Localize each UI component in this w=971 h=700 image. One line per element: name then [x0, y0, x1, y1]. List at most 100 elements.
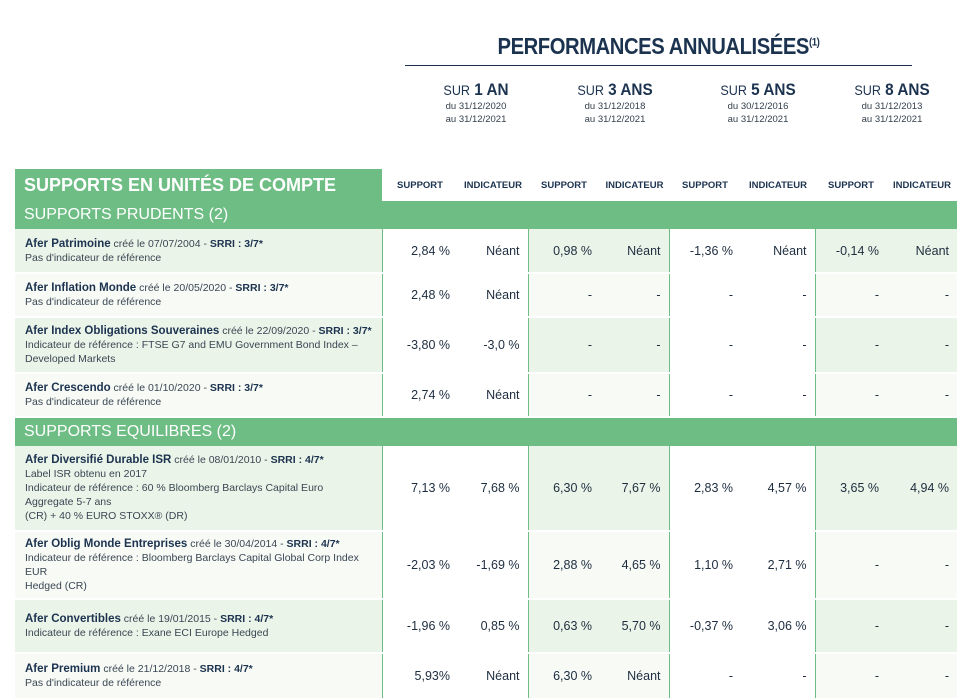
period-3: SUR 8 ANS du 31/12/2013 au 31/12/2021: [822, 80, 962, 126]
value-cell: 0,63 %: [527, 599, 600, 654]
period-from: du 31/12/2013: [861, 101, 923, 112]
value-cell: -: [600, 273, 669, 318]
value-cell: -: [814, 373, 887, 418]
value-cell: Néant: [458, 373, 528, 418]
value-cell: Néant: [458, 273, 528, 318]
period-to: au 31/12/2021: [861, 114, 923, 125]
value-cell: -: [600, 373, 669, 418]
value-cell: 5,70 %: [600, 599, 669, 654]
value-cell: 7,67 %: [600, 446, 669, 532]
col-indicateur-5: INDICATEUR: [741, 169, 815, 201]
value-cell: -: [887, 531, 957, 600]
fund-description: Afer Premium créé le 21/12/2018 - SRRI :…: [15, 653, 382, 700]
value-cell: -: [741, 653, 815, 700]
fund-detail: Indicateur de référence : Exane ECI Euro…: [25, 627, 269, 639]
value-cell: -: [814, 599, 887, 654]
value-cell: 6,30 %: [527, 446, 600, 532]
fund-name: Afer Premium: [25, 663, 101, 675]
col-indicateur-1: INDICATEUR: [458, 169, 528, 201]
col-support-1: SUPPORT: [382, 169, 458, 201]
table-row: Afer Inflation Monde créé le 20/05/2020 …: [15, 273, 957, 318]
value-cell: 2,83 %: [668, 446, 741, 532]
table-row: Afer Oblig Monde Entreprises créé le 30/…: [15, 531, 957, 600]
col-support-3: SUPPORT: [528, 169, 600, 201]
table-title: SUPPORTS EN UNITÉS DE COMPTE: [15, 169, 382, 201]
value-cell: -: [741, 273, 815, 318]
period-from: du 31/12/2018: [584, 101, 646, 112]
fund-srri: SRRI : 3/7*: [209, 382, 263, 394]
value-cell: Néant: [458, 653, 528, 700]
period-2: SUR 5 ANS du 30/12/2016 au 31/12/2021: [688, 80, 828, 126]
fund-name: Afer Index Obligations Souveraines: [25, 325, 220, 337]
col-support-5: SUPPORT: [669, 169, 741, 201]
value-cell: -: [668, 273, 741, 318]
value-cell: -1,96 %: [381, 599, 458, 654]
value-cell: -: [668, 373, 741, 418]
value-cell: 4,94 %: [887, 446, 957, 532]
value-cell: 6,30 %: [527, 653, 600, 700]
value-cell: -1,36 %: [668, 229, 741, 274]
title-note: (1): [808, 36, 820, 49]
value-cell: Néant: [600, 653, 669, 700]
fund-srri: SRRI : 3/7*: [318, 325, 372, 337]
period-prefix: SUR: [854, 82, 881, 98]
fund-srri: SRRI : 3/7*: [235, 282, 289, 294]
value-cell: 0,98 %: [527, 229, 600, 274]
fund-created: créé le 30/04/2014 -: [187, 538, 287, 550]
period-from: du 30/12/2016: [727, 101, 789, 112]
value-cell: 3,06 %: [741, 599, 815, 654]
value-cell: -3,0 %: [458, 317, 528, 374]
value-cell: -: [814, 531, 887, 600]
section-title: SUPPORTS EQUILIBRES (2): [15, 417, 957, 446]
period-to: au 31/12/2021: [445, 114, 507, 125]
value-cell: 2,48 %: [381, 273, 458, 318]
value-cell: -: [741, 317, 815, 374]
value-cell: -3,80 %: [381, 317, 458, 374]
value-cell: -: [814, 273, 887, 318]
value-cell: 2,74 %: [381, 373, 458, 418]
period-duration: 3 ANS: [608, 80, 653, 99]
table-row: Afer Premium créé le 21/12/2018 - SRRI :…: [15, 653, 957, 700]
fund-description: Afer Crescendo créé le 01/10/2020 - SRRI…: [15, 373, 382, 418]
fund-created: créé le 08/01/2010 -: [171, 454, 271, 466]
value-cell: -2,03 %: [381, 531, 458, 600]
fund-detail: Pas d'indicateur de référence: [25, 677, 162, 689]
col-indicateur-3: INDICATEUR: [600, 169, 669, 201]
table-row: Afer Patrimoine créé le 07/07/2004 - SRR…: [15, 229, 957, 274]
period-heading: SUR 5 ANS: [695, 80, 821, 100]
value-cell: 2,88 %: [527, 531, 600, 600]
fund-name: Afer Diversifié Durable ISR: [25, 454, 172, 466]
value-cell: 2,84 %: [381, 229, 458, 274]
table-row: Afer Index Obligations Souveraines créé …: [15, 317, 957, 374]
table-row: Afer Crescendo créé le 01/10/2020 - SRRI…: [15, 373, 957, 418]
fund-detail: Label ISR obtenu en 2017: [25, 468, 148, 480]
fund-name: Afer Oblig Monde Entreprises: [25, 538, 188, 550]
fund-name: Afer Convertibles: [25, 613, 121, 625]
fund-description: Afer Inflation Monde créé le 20/05/2020 …: [15, 273, 382, 318]
fund-created: créé le 19/01/2015 -: [120, 613, 221, 625]
value-cell: 7,13 %: [381, 446, 458, 532]
performance-table: SUPPORTS EN UNITÉS DE COMPTE SUPPORT IND…: [15, 169, 957, 700]
value-cell: -: [741, 373, 815, 418]
value-cell: -: [887, 273, 957, 318]
fund-name: Afer Crescendo: [25, 382, 111, 394]
fund-detail: Indicateur de référence : FTSE G7 and EM…: [25, 339, 358, 351]
fund-description: Afer Convertibles créé le 19/01/2015 - S…: [15, 599, 382, 654]
fund-detail: Pas d'indicateur de référence: [25, 296, 162, 308]
period-duration: 5 ANS: [751, 80, 796, 99]
fund-description: Afer Index Obligations Souveraines créé …: [15, 317, 382, 374]
value-cell: -: [887, 599, 957, 654]
period-from: du 31/12/2020: [445, 101, 507, 112]
fund-detail: Developed Markets: [25, 353, 116, 365]
fund-srri: SRRI : 4/7*: [220, 613, 274, 625]
fund-description: Afer Oblig Monde Entreprises créé le 30/…: [15, 531, 382, 600]
fund-detail: Pas d'indicateur de référence: [25, 396, 162, 408]
value-cell: 1,10 %: [668, 531, 741, 600]
value-cell: -: [668, 317, 741, 374]
value-cell: 3,65 %: [814, 446, 887, 532]
fund-description: Afer Diversifié Durable ISR créé le 08/0…: [15, 446, 382, 532]
value-cell: 7,68 %: [458, 446, 528, 532]
value-cell: -1,69 %: [458, 531, 528, 600]
value-cell: -: [887, 653, 957, 700]
value-cell: Néant: [887, 229, 957, 274]
